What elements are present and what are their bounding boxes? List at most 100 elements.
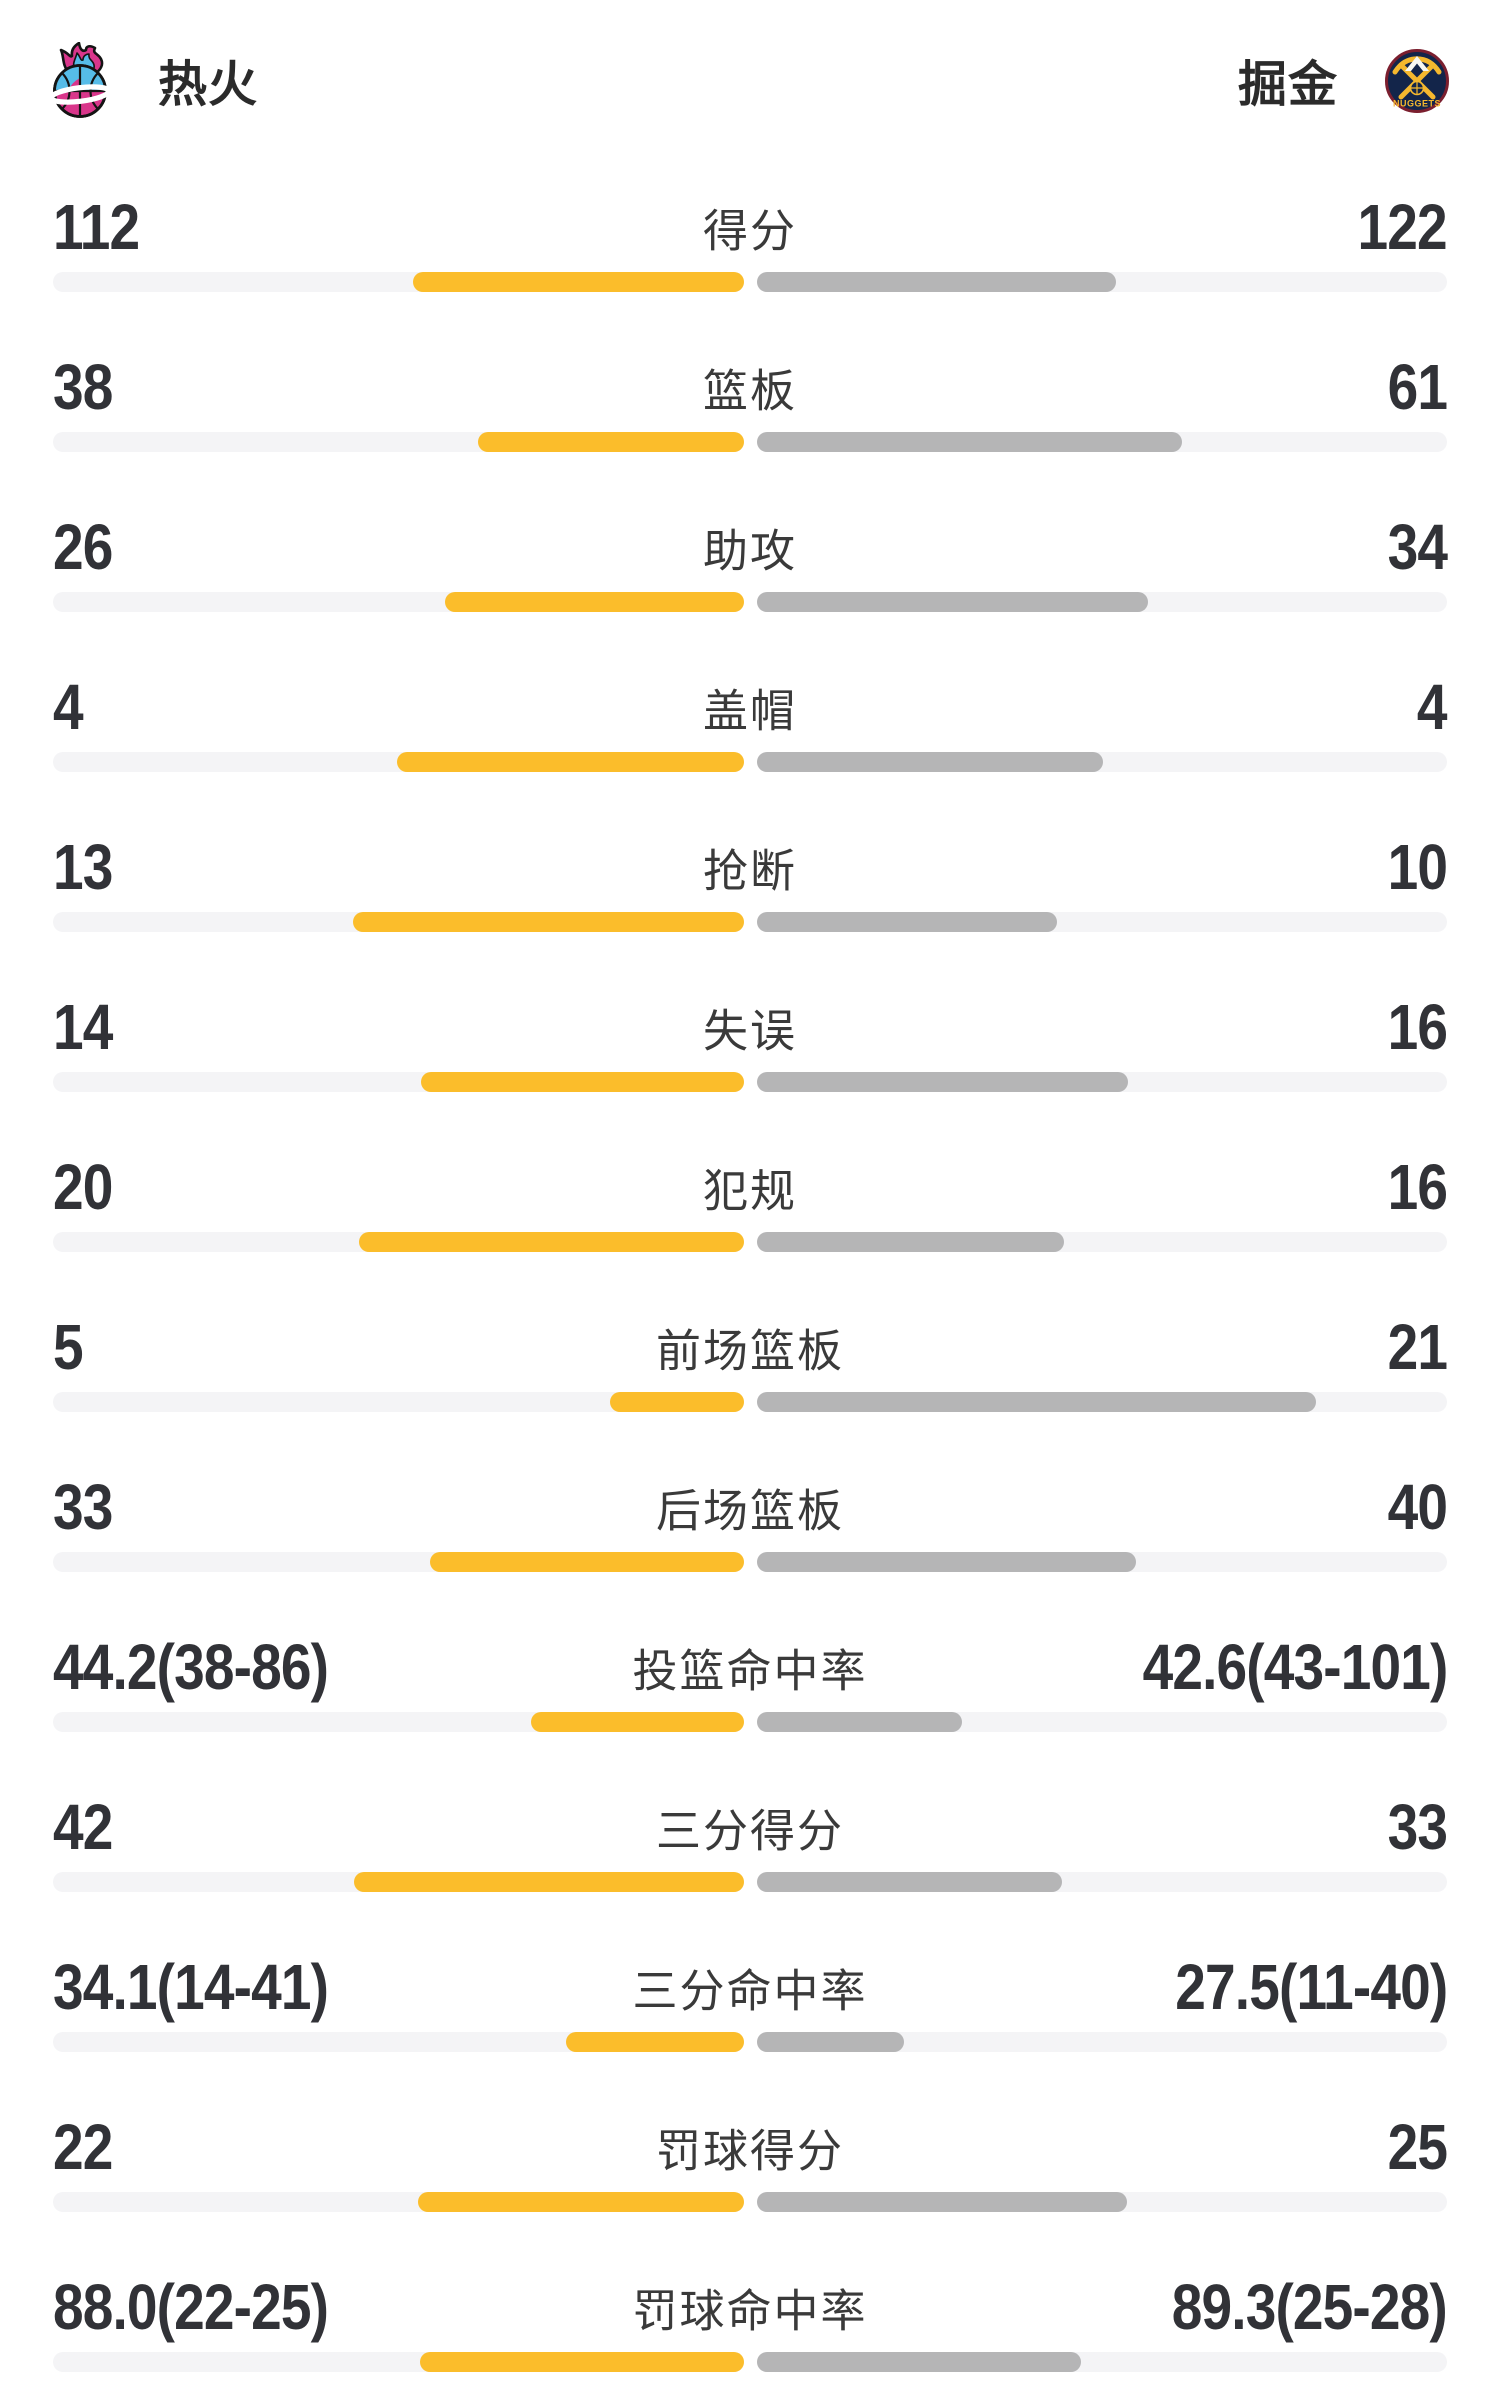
away-bar-fill (756, 912, 1057, 932)
home-bar-fill (354, 1872, 744, 1892)
away-bar-track (756, 1392, 1447, 1412)
home-bar-fill (421, 1072, 744, 1092)
home-bar-fill (352, 912, 744, 932)
home-bar-track (53, 1872, 744, 1892)
home-bar-track (53, 432, 744, 452)
away-team-header[interactable]: 掘金 NUGGETS (1238, 45, 1450, 116)
home-bar-fill (478, 432, 744, 452)
stat-row: 34.1(14-41) 三分命中率 27.5(11-40) (0, 1907, 1500, 2067)
away-bar-fill (756, 592, 1148, 612)
away-bar-track (756, 1552, 1447, 1572)
comparison-bar (53, 1392, 1447, 1412)
home-bar-track (53, 1072, 744, 1092)
nuggets-logo-icon: NUGGETS (1385, 48, 1449, 113)
stat-label: 罚球命中率 (632, 2285, 868, 2337)
away-bar-track (756, 1712, 1447, 1732)
stat-label: 篮板 (702, 365, 797, 417)
stat-label: 罚球得分 (655, 2125, 844, 2177)
away-value: 40 (1387, 1471, 1447, 1543)
home-value: 44.2(38-86) (53, 1631, 329, 1703)
comparison-bar (53, 272, 1447, 292)
home-bar-track (53, 1712, 744, 1732)
home-bar-fill (358, 1232, 744, 1252)
away-bar-track (756, 272, 1447, 292)
home-value: 13 (53, 831, 113, 903)
home-bar-fill (396, 752, 744, 772)
home-bar-track (53, 2032, 744, 2052)
away-value: 61 (1387, 351, 1447, 423)
home-value: 26 (53, 511, 113, 583)
away-bar-track (756, 752, 1447, 772)
away-bar-fill (756, 2192, 1127, 2212)
stat-row: 20 犯规 16 (0, 1107, 1500, 1267)
away-bar-track (756, 2352, 1447, 2372)
away-value: 21 (1387, 1311, 1447, 1383)
home-value: 33 (53, 1471, 113, 1543)
stat-row: 88.0(22-25) 罚球命中率 89.3(25-28) (0, 2227, 1500, 2387)
home-value: 34.1(14-41) (53, 1951, 329, 2023)
home-bar-track (53, 592, 744, 612)
home-bar-track (53, 912, 744, 932)
home-bar-track (53, 1392, 744, 1412)
stat-row: 38 篮板 61 (0, 307, 1500, 467)
stat-label: 三分命中率 (632, 1965, 868, 2017)
comparison-bar (53, 592, 1447, 612)
away-team-name: 掘金 (1237, 58, 1338, 112)
home-bar-fill (444, 592, 744, 612)
comparison-bar (53, 2352, 1447, 2372)
comparison-bar (53, 2192, 1447, 2212)
away-bar-track (756, 432, 1447, 452)
home-bar-fill (420, 2352, 744, 2372)
comparison-bar (53, 2032, 1447, 2052)
away-bar-track (756, 1072, 1447, 1092)
away-bar-track (756, 2032, 1447, 2052)
home-bar-fill (412, 272, 744, 292)
away-bar-track (756, 1232, 1447, 1252)
home-value: 14 (53, 991, 113, 1063)
home-value: 5 (53, 1311, 84, 1383)
home-bar-fill (566, 2032, 744, 2052)
stat-label: 盖帽 (702, 685, 797, 737)
home-value: 42 (53, 1791, 113, 1863)
comparison-bar (53, 752, 1447, 772)
home-bar-track (53, 1232, 744, 1252)
away-value: 122 (1357, 191, 1448, 263)
away-value: 4 (1417, 671, 1448, 743)
home-bar-track (53, 2192, 744, 2212)
away-value: 42.6(43-101) (1142, 1631, 1448, 1703)
away-bar-track (756, 912, 1447, 932)
away-value: 10 (1387, 831, 1447, 903)
home-value: 88.0(22-25) (53, 2271, 329, 2343)
home-team-name: 热火 (158, 58, 259, 112)
comparison-bar (53, 1072, 1447, 1092)
away-value: 25 (1387, 2111, 1447, 2183)
stat-row: 14 失误 16 (0, 947, 1500, 1107)
stat-label: 三分得分 (655, 1805, 844, 1857)
away-bar-track (756, 1872, 1447, 1892)
stat-label: 犯规 (702, 1165, 797, 1217)
away-bar-fill (756, 272, 1117, 292)
stat-label: 后场篮板 (655, 1485, 844, 1537)
stat-row: 42 三分得分 33 (0, 1747, 1500, 1907)
away-bar-fill (756, 2032, 905, 2052)
stat-row: 13 抢断 10 (0, 787, 1500, 947)
heat-logo-icon (50, 41, 112, 118)
home-value: 20 (53, 1151, 113, 1223)
away-bar-track (756, 2192, 1447, 2212)
home-bar-fill (430, 1552, 744, 1572)
stat-label: 失误 (702, 1005, 797, 1057)
home-team-header[interactable]: 热火 (50, 41, 259, 120)
home-bar-track (53, 752, 744, 772)
away-bar-fill (756, 2352, 1082, 2372)
comparison-bar (53, 432, 1447, 452)
away-value: 33 (1387, 1791, 1447, 1863)
stat-label: 抢断 (702, 845, 797, 897)
stats-list: 112 得分 122 38 篮板 61 (0, 147, 1500, 2387)
stat-row: 112 得分 122 (0, 147, 1500, 307)
home-value: 38 (53, 351, 113, 423)
away-value: 34 (1387, 511, 1447, 583)
comparison-bar (53, 1872, 1447, 1892)
away-bar-fill (756, 432, 1182, 452)
away-bar-fill (756, 752, 1104, 772)
